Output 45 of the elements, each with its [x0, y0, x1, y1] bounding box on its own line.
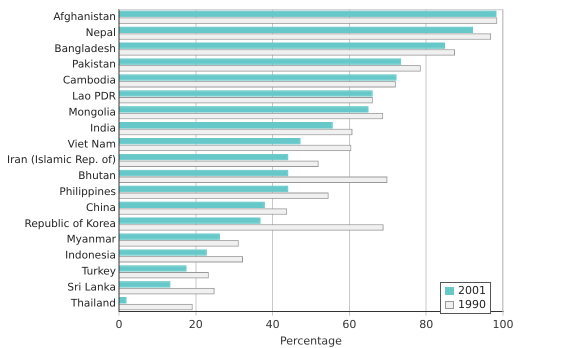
y-tick-label: Pakistan [72, 58, 116, 71]
y-tick-label: Sri Lanka [67, 281, 116, 294]
bar [119, 74, 397, 81]
y-tick-label: Philippines [59, 186, 116, 198]
y-tick-label: Myanmar [66, 234, 117, 246]
bar [119, 26, 474, 33]
y-tick-label: Afghanistan [53, 10, 116, 23]
x-tick-label: 100 [492, 318, 514, 332]
y-tick-label: Lao PDR [72, 90, 116, 103]
x-tick-label: 20 [188, 318, 203, 332]
y-tick-label: Turkey [80, 266, 116, 278]
bar [119, 138, 301, 144]
legend-label: 2001 [458, 284, 486, 298]
bar [119, 202, 265, 208]
y-tick-label: Republic of Korea [24, 218, 116, 230]
x-tick-label: 0 [115, 318, 122, 332]
x-tick-label: 40 [266, 318, 280, 332]
y-tick-label: Indonesia [65, 250, 116, 262]
bar [119, 233, 220, 240]
y-tick-label: Nepal [86, 26, 116, 39]
bar [119, 90, 373, 97]
bar [119, 10, 496, 18]
bar [119, 154, 288, 160]
x-tick-label: 60 [342, 318, 356, 332]
bar [119, 58, 402, 65]
bar [119, 186, 288, 192]
y-tick-label: Iran (Islamic Rep. of) [7, 154, 116, 166]
y-tick-label: Mongolia [68, 106, 116, 118]
bar [119, 106, 369, 113]
bar [119, 265, 187, 272]
bar [119, 42, 446, 49]
y-tick-label: Viet Nam [68, 138, 116, 150]
y-tick-label: China [86, 202, 116, 214]
bar [119, 218, 261, 224]
y-tick-label: Bhutan [78, 170, 116, 182]
x-tick-label: 80 [419, 318, 434, 332]
bar [119, 249, 207, 256]
y-tick-label: Cambodia [62, 74, 116, 87]
bar [119, 281, 170, 288]
y-tick-label: Thailand [70, 297, 116, 310]
y-tick-label: India [90, 122, 116, 134]
bar [119, 170, 288, 176]
text: 1990 [458, 298, 486, 312]
y-tick-label: Bangladesh [54, 42, 116, 55]
x-axis-title: Percentage [280, 334, 342, 348]
